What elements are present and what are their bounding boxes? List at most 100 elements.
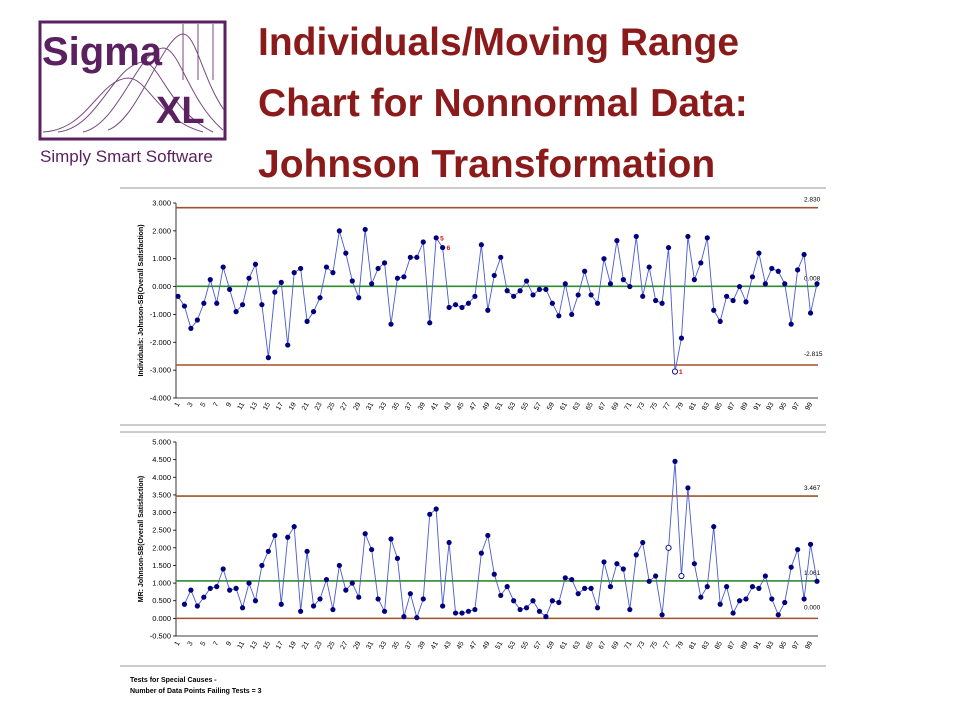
data-point <box>233 309 239 315</box>
data-point <box>194 603 200 609</box>
data-point <box>310 309 317 315</box>
data-point <box>569 576 575 583</box>
data-point <box>343 587 349 593</box>
x-tick-label: 25 <box>327 640 337 650</box>
data-point <box>465 608 472 614</box>
data-point <box>291 270 297 276</box>
data-point <box>498 254 504 260</box>
x-tick-label: 33 <box>378 640 388 650</box>
x-tick-label: 5 <box>200 401 208 408</box>
title-line-1: Individuals/Moving Range <box>258 21 740 64</box>
y-tick-label: 5.000 <box>152 438 171 447</box>
data-point <box>427 511 433 517</box>
data-point <box>265 355 271 361</box>
data-point <box>298 265 304 272</box>
x-tick-label: 69 <box>611 401 621 411</box>
x-tick-label: 99 <box>804 640 814 650</box>
x-tick-label: 71 <box>624 640 634 650</box>
data-point <box>278 279 284 285</box>
data-point <box>556 313 562 319</box>
data-point <box>711 524 717 530</box>
y-tick-label: 0.500 <box>152 596 171 605</box>
data-point <box>369 281 375 287</box>
data-point <box>330 270 336 276</box>
x-tick-label: 99 <box>804 401 814 411</box>
data-point <box>517 606 523 613</box>
data-point <box>743 596 749 602</box>
data-point <box>201 300 207 306</box>
x-tick-label: 85 <box>714 401 724 411</box>
x-tick-label: 43 <box>443 401 453 411</box>
x-tick-label: 15 <box>262 640 272 650</box>
data-point <box>233 585 239 591</box>
y-tick-label: 3.000 <box>152 508 171 517</box>
data-point <box>201 594 207 600</box>
x-tick-label: 77 <box>662 640 672 650</box>
test-failure-flag: 5 <box>440 235 444 242</box>
data-point <box>259 302 265 308</box>
data-point-out-of-control <box>678 572 685 580</box>
data-point <box>272 532 278 539</box>
data-point <box>214 584 220 590</box>
data-point <box>440 603 446 609</box>
data-point <box>743 299 749 305</box>
data-point <box>446 304 452 311</box>
y-tick-label: 0.000 <box>152 282 171 291</box>
data-point <box>291 524 297 530</box>
data-point <box>672 458 678 464</box>
data-point <box>691 277 697 283</box>
data-point <box>678 335 685 341</box>
data-point <box>381 608 388 614</box>
data-point <box>252 598 259 604</box>
data-point <box>336 562 342 569</box>
sigmaxl-logo: Sigma XL Simply Smart Software <box>38 20 227 166</box>
data-point <box>394 555 401 562</box>
y-tick-label: -1.000 <box>150 310 171 319</box>
x-tick-label: 27 <box>340 401 350 411</box>
data-point <box>582 268 588 274</box>
data-point <box>588 292 594 298</box>
x-tick-label: 23 <box>314 640 324 650</box>
y-tick-label: -4.000 <box>150 394 171 403</box>
data-point <box>607 281 614 287</box>
data-point <box>698 260 704 266</box>
y-tick-label: 1.000 <box>152 254 171 263</box>
data-point <box>801 251 807 258</box>
data-point <box>736 598 743 604</box>
data-point <box>588 585 594 591</box>
data-point <box>323 576 330 583</box>
x-tick-label: 93 <box>766 640 776 650</box>
y-tick-label: 1.500 <box>152 561 171 570</box>
data-point <box>285 342 291 348</box>
logo-frame <box>38 20 227 141</box>
x-tick-label: 71 <box>624 401 634 411</box>
logo-curves <box>42 24 225 133</box>
data-point <box>381 260 388 266</box>
x-tick-label: 19 <box>288 401 298 411</box>
data-point <box>459 304 465 311</box>
x-tick-label: 47 <box>469 401 479 411</box>
x-tick-label: 3 <box>187 401 195 408</box>
data-point <box>394 275 401 281</box>
data-point <box>614 238 620 244</box>
x-tick-label: 77 <box>662 401 672 411</box>
data-point <box>265 548 271 554</box>
data-point <box>730 297 736 304</box>
x-tick-label: 41 <box>430 640 440 650</box>
data-point <box>646 264 652 270</box>
data-point <box>704 235 710 241</box>
y-tick-label: 1.000 <box>152 579 171 588</box>
data-point <box>207 585 213 591</box>
data-point <box>356 295 362 301</box>
data-point <box>640 539 646 546</box>
data-point <box>414 615 420 621</box>
data-point <box>782 599 788 606</box>
x-tick-label: 49 <box>482 640 492 650</box>
data-point <box>485 307 491 313</box>
x-tick-label: 83 <box>701 640 711 650</box>
data-point <box>485 532 491 539</box>
data-point <box>633 552 639 558</box>
data-point <box>775 612 781 618</box>
data-point <box>775 268 781 274</box>
